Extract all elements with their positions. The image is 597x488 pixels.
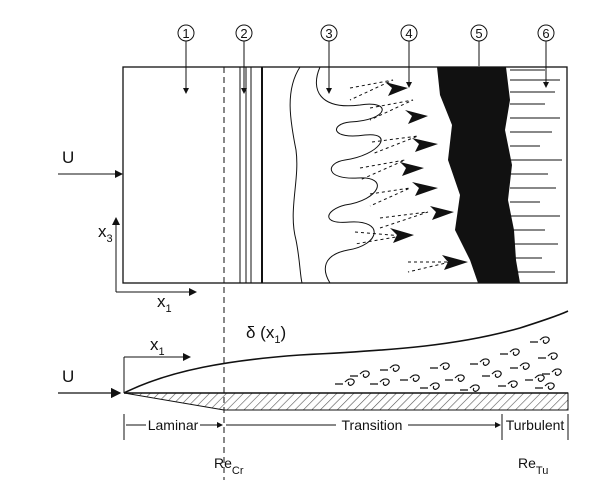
boundary-layer-edge bbox=[123, 310, 569, 394]
eddies bbox=[335, 336, 562, 392]
region-laminar: Laminar bbox=[148, 417, 199, 433]
x1-label-bottom: x1 bbox=[150, 335, 165, 358]
turbulent-spots bbox=[349, 79, 468, 273]
region-transition: Transition bbox=[342, 417, 403, 433]
bottom-flow-label: U bbox=[62, 367, 74, 386]
svg-text:1: 1 bbox=[182, 26, 189, 41]
delta-label: δ (x1) bbox=[246, 323, 286, 346]
svg-text:4: 4 bbox=[405, 26, 412, 41]
re-cr-label: ReCr bbox=[214, 455, 244, 477]
svg-text:5: 5 bbox=[475, 26, 482, 41]
marker-5: 5 bbox=[470, 24, 488, 66]
svg-text:6: 6 bbox=[542, 26, 549, 41]
marker-3: 3 bbox=[320, 24, 338, 94]
marker-4: 4 bbox=[400, 24, 418, 88]
side-view: U x1 δ (x1) bbox=[58, 310, 569, 477]
turbulent-region bbox=[437, 67, 520, 283]
top-flow-label: U bbox=[62, 148, 74, 167]
svg-text:2: 2 bbox=[240, 26, 247, 41]
marker-2: 2 bbox=[235, 24, 253, 94]
x1-label-top: x1 bbox=[157, 292, 172, 315]
marker-6: 6 bbox=[537, 24, 555, 88]
plan-view bbox=[122, 66, 568, 480]
svg-text:3: 3 bbox=[325, 26, 332, 41]
re-tu-label: ReTu bbox=[518, 455, 548, 477]
x3-label: x3 bbox=[98, 222, 113, 245]
marker-1: 1 bbox=[177, 24, 195, 94]
plate bbox=[123, 392, 569, 411]
region-turbulent: Turbulent bbox=[506, 417, 565, 433]
